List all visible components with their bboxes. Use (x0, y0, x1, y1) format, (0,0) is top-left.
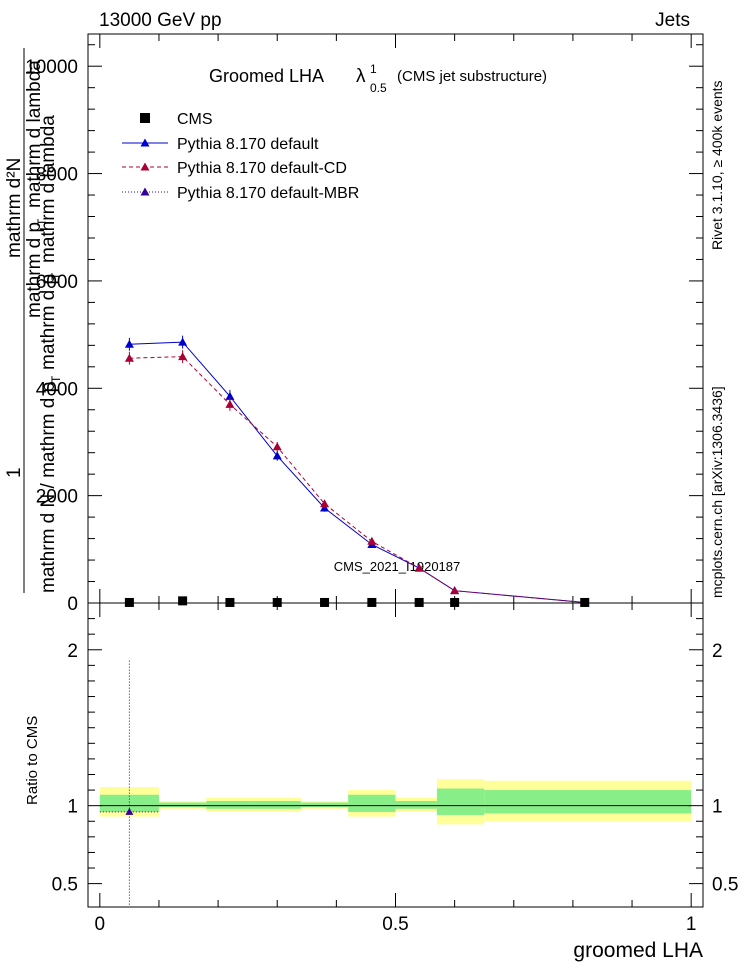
ratio-green-band (395, 800, 437, 809)
legend-marker-cms (140, 113, 150, 123)
ratio-x-tick-label: 1 (686, 914, 697, 935)
main-y-tick-label: 4000 (36, 379, 78, 400)
ratio-green-band (348, 794, 396, 812)
series-point-default (272, 451, 282, 460)
y-label-numerator-d2n: mathrm d²N (4, 158, 25, 258)
series-point-default (320, 503, 330, 512)
ratio-y-axis-label: Ratio to CMS (24, 716, 41, 805)
ratio-point (125, 807, 134, 815)
y-label-numerator-dlambda: mathrm d lambda (24, 60, 45, 208)
series-point-cd (367, 536, 377, 545)
ratio-green-band (253, 800, 301, 809)
mcplots-label: mcplots.cern.ch [arXiv:1306.3436] (709, 386, 725, 598)
legend-label-cms: CMS (177, 111, 213, 128)
ratio-y-tick-label: 1 (67, 797, 78, 818)
series-point-cd (450, 586, 460, 595)
header-right-text: Jets (655, 10, 690, 31)
ratio-green-band (206, 800, 254, 809)
y-label-denominator-t-sub: T (49, 375, 63, 383)
y-label-numerator-dpt: mathrm d p (24, 222, 45, 318)
y-label-denominator: mathrm d N / mathrm d p (38, 382, 59, 593)
ratio-plot-frame (87, 602, 704, 908)
main-y-tick-label: 10000 (25, 57, 78, 78)
cms-data-point (450, 597, 460, 607)
series-point-default (178, 337, 188, 346)
series-point-default (225, 391, 235, 400)
ratio-x-tick-label: 0 (95, 914, 106, 935)
legend-label-default: Pythia 8.170 default (177, 136, 319, 153)
y-label-one: 1 (4, 467, 25, 478)
main-y-tick-label: 8000 (36, 165, 78, 186)
chart-title-subscript: 0.5 (370, 81, 387, 95)
chart-title-suffix: (CMS jet substructure) (397, 68, 547, 85)
chart-title-superscript: 1 (370, 62, 377, 76)
ratio-y-tick-label-right: 2 (712, 641, 723, 662)
cms-data-point (580, 597, 590, 607)
cms-data-point (272, 597, 282, 607)
series-point-cd (272, 442, 282, 451)
ratio-green-band (158, 802, 207, 808)
cms-data-point (367, 597, 377, 607)
legend-marker-cd (140, 162, 150, 171)
cms-data-point (225, 597, 235, 607)
cms-data-point (178, 596, 188, 606)
series-point-default (124, 339, 134, 348)
header-left-text: 13000 GeV pp (99, 10, 222, 31)
chart-title: Groomed LHA (209, 66, 324, 86)
main-y-tick-label: 6000 (36, 272, 78, 293)
legend-label-cd: Pythia 8.170 default-CD (177, 160, 347, 177)
legend-marker-default (140, 138, 150, 147)
series-point-cd (414, 563, 424, 572)
ratio-y-tick-label: 0.5 (52, 875, 78, 896)
chart-title-lambda: λ (356, 66, 366, 87)
y-label-denominator-t-sub2: T (49, 272, 63, 280)
y-label-numerator-t-sub: T (35, 218, 49, 226)
ratio-y-tick-label-right: 1 (712, 797, 723, 818)
legend-label-mbr: Pythia 8.170 default-MBR (177, 185, 359, 202)
cms-data-point (124, 597, 134, 607)
series-point-cd (178, 352, 188, 361)
ratio-green-band (300, 802, 349, 808)
main-y-tick-label: 0 (67, 594, 78, 615)
series-point-cd (320, 499, 330, 508)
cms-data-point (414, 597, 424, 607)
main-y-tick-label: 2000 (36, 487, 78, 508)
ratio-green-band (484, 790, 692, 814)
y-label-denominator-dlambda: mathrm d lambda (38, 115, 59, 263)
ratio-y-tick-label: 2 (67, 641, 78, 662)
ratio-green-band (436, 788, 485, 816)
ratio-green-band (99, 794, 159, 812)
y-label-denominator-dpt: mathrm d p (38, 274, 59, 370)
series-point-cd (225, 399, 235, 408)
cms-data-point (320, 597, 330, 607)
legend-marker-mbr (140, 187, 150, 196)
x-axis-label: groomed LHA (573, 939, 703, 962)
ratio-x-tick-label: 0.5 (382, 914, 408, 935)
ratio-y-tick-label-right: 0.5 (712, 875, 738, 896)
series-line-cd (129, 356, 585, 603)
series-point-cd (124, 353, 134, 362)
watermark-text: CMS_2021_I1920187 (334, 559, 461, 574)
rivet-label: Rivet 3.1.10, ≥ 400k events (709, 80, 725, 250)
